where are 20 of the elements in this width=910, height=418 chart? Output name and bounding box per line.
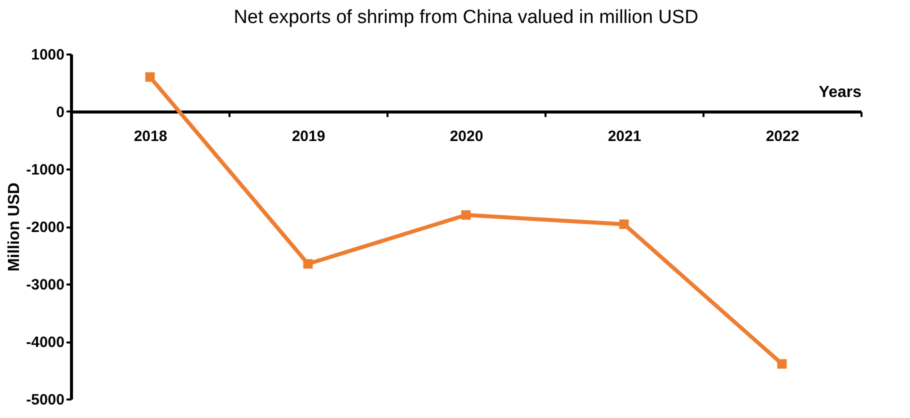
x-axis-title: Years [818,84,862,101]
y-tick-label: -2000 [26,219,64,236]
y-tick-label: 0 [56,104,64,121]
point [619,219,629,229]
x-tick-label: 2019 [292,128,326,145]
y-tick-label: -5000 [26,392,64,408]
y-tick-label: -3000 [26,276,64,294]
x-tick-label: 2022 [766,128,800,145]
y-tick-label: -4000 [26,334,64,351]
chart-title: Net exports of shrimp from China valued in million USD [234,7,698,28]
y-tick-label: -1000 [26,162,64,178]
point [461,210,471,220]
point [145,72,155,82]
point [777,359,787,369]
point [303,259,313,269]
y-axis-title: Million USD [6,182,24,272]
x-tick-label: 2021 [608,128,642,145]
x-tick-label: 2018 [134,128,168,145]
y-tick-label: 1000 [31,46,64,64]
x-tick-label: 2020 [450,128,484,145]
